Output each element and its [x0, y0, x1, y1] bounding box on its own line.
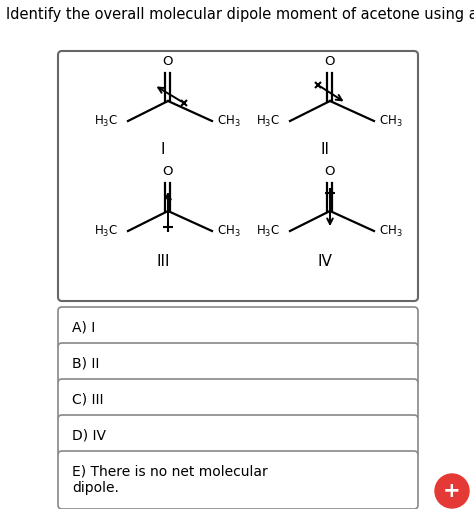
Text: B) II: B) II	[72, 356, 100, 371]
Text: A) I: A) I	[72, 321, 95, 334]
Text: H$_3$C: H$_3$C	[256, 114, 280, 129]
Text: C) III: C) III	[72, 392, 103, 407]
FancyBboxPatch shape	[58, 379, 418, 420]
Text: H$_3$C: H$_3$C	[94, 223, 118, 239]
Text: IV: IV	[318, 253, 332, 269]
Text: O: O	[325, 165, 335, 178]
Text: CH$_3$: CH$_3$	[217, 223, 241, 239]
FancyBboxPatch shape	[58, 51, 418, 301]
FancyBboxPatch shape	[58, 415, 418, 456]
FancyBboxPatch shape	[58, 451, 418, 509]
Text: II: II	[320, 142, 329, 156]
FancyBboxPatch shape	[58, 307, 418, 348]
Text: O: O	[163, 165, 173, 178]
Text: D) IV: D) IV	[72, 429, 106, 442]
Text: H$_3$C: H$_3$C	[94, 114, 118, 129]
Text: +: +	[443, 481, 461, 501]
Text: E) There is no net molecular
dipole.: E) There is no net molecular dipole.	[72, 465, 268, 495]
Circle shape	[435, 474, 469, 508]
Text: CH$_3$: CH$_3$	[379, 223, 403, 239]
Text: O: O	[163, 55, 173, 68]
Text: Identify the overall molecular dipole moment of acetone using a vector arrow.: Identify the overall molecular dipole mo…	[6, 7, 474, 22]
Text: I: I	[161, 142, 165, 156]
Text: III: III	[156, 253, 170, 269]
Text: O: O	[325, 55, 335, 68]
FancyBboxPatch shape	[58, 343, 418, 384]
Text: H$_3$C: H$_3$C	[256, 223, 280, 239]
Text: CH$_3$: CH$_3$	[217, 114, 241, 129]
Text: CH$_3$: CH$_3$	[379, 114, 403, 129]
